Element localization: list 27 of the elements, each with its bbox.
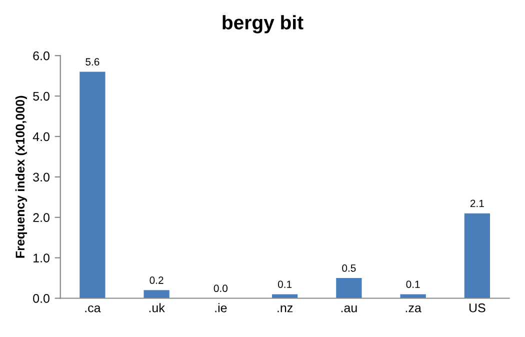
data-label: 2.1 xyxy=(470,200,484,207)
chart-title: bergy bit xyxy=(222,15,304,34)
bar xyxy=(80,72,106,298)
bar xyxy=(464,213,490,298)
x-tick-label: US xyxy=(469,303,486,312)
bar xyxy=(336,278,362,298)
y-tick-label: 4.0 xyxy=(32,132,50,142)
y-tick-label: 6.0 xyxy=(33,51,50,60)
y-tick-label: 3.0 xyxy=(33,172,50,182)
y-tick-label: 5.0 xyxy=(33,92,50,101)
data-label: 5.6 xyxy=(86,58,100,66)
x-tick-label: .uk xyxy=(149,303,165,312)
data-label: 0.2 xyxy=(150,276,164,284)
y-axis-title: Frequency index (x100,000) xyxy=(15,96,28,258)
x-tick-label: .au xyxy=(341,305,357,312)
y-tick-label: 0.0 xyxy=(33,294,50,303)
data-label: 0.1 xyxy=(406,280,420,288)
data-label: 0.5 xyxy=(342,264,356,272)
data-label: 0.1 xyxy=(278,280,292,288)
y-tick-label: 1.0 xyxy=(34,254,50,262)
x-tick-label: .za xyxy=(406,305,422,312)
x-tick-label: .ie xyxy=(215,303,227,312)
bar xyxy=(144,290,170,298)
x-tick-label: .ca xyxy=(85,305,101,312)
data-label: 0.0 xyxy=(214,284,228,292)
x-tick-label: .nz xyxy=(278,305,293,312)
y-tick-label: 2.0 xyxy=(33,213,50,222)
